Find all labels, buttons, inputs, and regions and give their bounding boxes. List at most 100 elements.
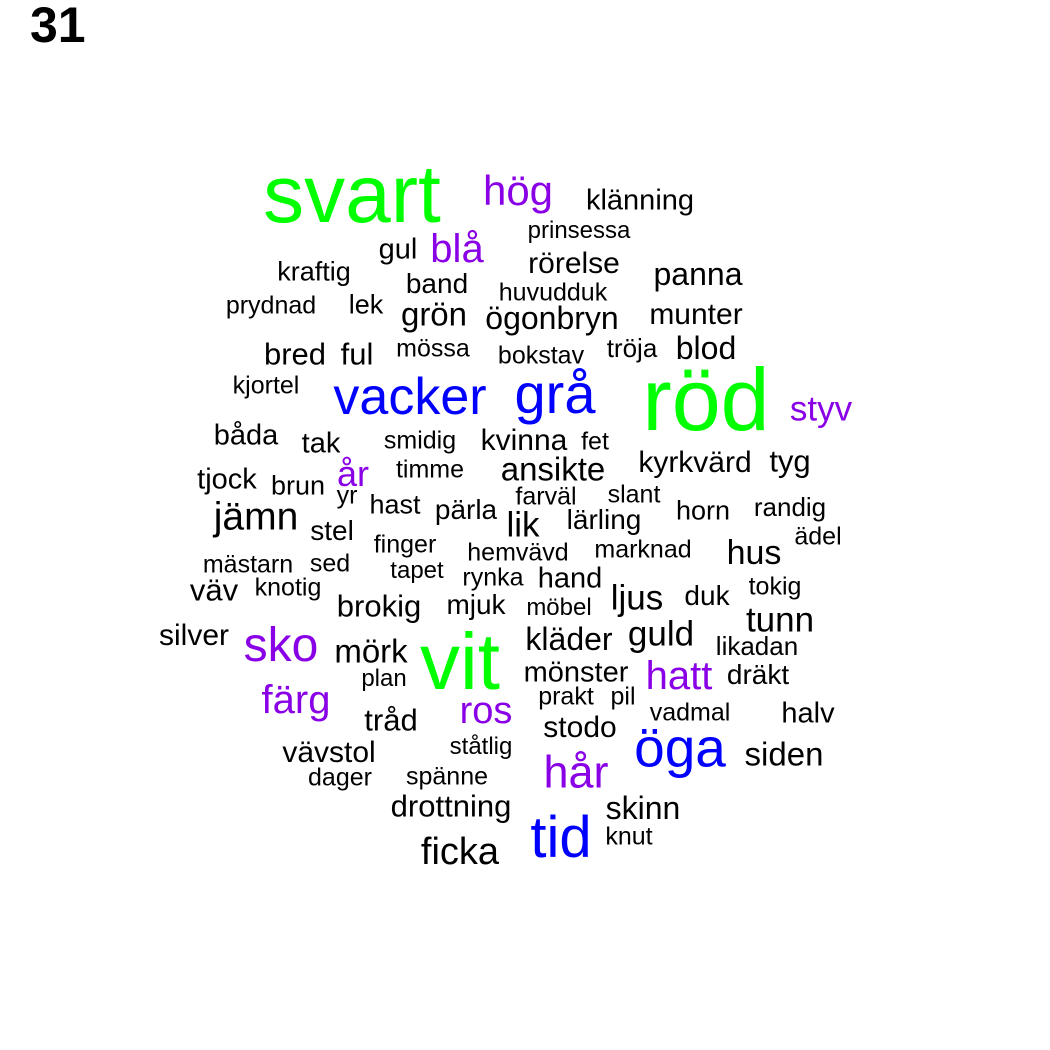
word-kyrkvard: kyrkvärd: [638, 446, 752, 479]
word-statlig: ståtlig: [449, 733, 513, 760]
word-fet: fet: [581, 427, 609, 456]
word-yr: yr: [336, 481, 358, 510]
word-oga: öga: [634, 716, 726, 779]
word-larling: lärling: [566, 504, 642, 535]
word-ogonbryn: ögonbryn: [485, 300, 619, 336]
word-plan: plan: [361, 665, 407, 692]
word-hatt: hatt: [645, 654, 713, 698]
word-klader: kläder: [525, 621, 613, 657]
word-sed: sed: [309, 549, 351, 578]
word-tak: tak: [301, 427, 341, 460]
word-brun: brun: [270, 470, 326, 501]
word-vacker: vacker: [333, 368, 487, 426]
word-duk: duk: [684, 580, 730, 611]
word-sko: sko: [243, 619, 319, 672]
word-farg: färg: [261, 678, 331, 722]
word-hast: hast: [369, 489, 421, 520]
word-mjuk: mjuk: [446, 589, 506, 620]
word-brokig: brokig: [336, 588, 422, 624]
word-tid: tid: [530, 805, 592, 870]
word-munter: munter: [649, 298, 743, 331]
word-panna: panna: [653, 256, 743, 292]
word-tunn: tunn: [745, 600, 815, 640]
word-rod: röd: [642, 350, 770, 449]
word-bred: bred: [263, 336, 327, 372]
word-adel: ädel: [794, 522, 842, 551]
word-guld: guld: [627, 614, 695, 654]
word-knotig: knotig: [254, 573, 322, 602]
word-prydnad: prydnad: [225, 291, 317, 320]
word-ful: ful: [340, 336, 374, 372]
word-stel: stel: [310, 515, 354, 546]
word-parla: pärla: [434, 494, 498, 525]
word-rynka: rynka: [462, 563, 524, 592]
word-kjortel: kjortel: [232, 371, 300, 400]
word-drakt: dräkt: [726, 659, 790, 690]
word-jamn: jämn: [213, 495, 299, 539]
word-knut: knut: [605, 822, 653, 851]
word-horn: horn: [675, 495, 731, 526]
word-monster: mönster: [523, 656, 629, 689]
word-vav: väv: [189, 572, 239, 608]
word-tyg: tyg: [769, 443, 811, 479]
word-stodo: stodo: [543, 711, 617, 744]
word-klanning: klänning: [585, 184, 695, 217]
word-bada: båda: [213, 419, 279, 452]
word-tapet: tapet: [390, 557, 444, 584]
word-troja: tröja: [606, 333, 658, 363]
word-bokstav: bokstav: [497, 341, 585, 370]
word-tjock: tjock: [197, 463, 257, 496]
word-rorelse: rörelse: [528, 247, 620, 280]
word-slant: slant: [607, 480, 661, 509]
word-hus: hus: [726, 534, 782, 572]
word-silver: silver: [158, 619, 230, 652]
word-band: band: [405, 268, 469, 299]
word-lek: lek: [348, 289, 384, 320]
word-svart: svart: [263, 149, 441, 240]
word-vit: vit: [420, 617, 500, 706]
word-mastarn: mästarn: [202, 550, 294, 579]
word-drottning: drottning: [390, 788, 512, 824]
word-marknad: marknad: [594, 535, 692, 564]
word-farval: farväl: [515, 482, 577, 511]
word-skinn: skinn: [605, 790, 681, 826]
page-number: 31: [30, 0, 86, 53]
word-vavstol: vävstol: [282, 736, 376, 769]
word-huvudduk: huvudduk: [498, 278, 608, 307]
word-tokig: tokig: [748, 572, 802, 601]
word-gra: grå: [514, 362, 596, 425]
word-ljus: ljus: [610, 578, 664, 618]
word-styv: styv: [789, 389, 853, 429]
word-lik: lik: [506, 505, 540, 545]
word-hemvavd: hemvävd: [467, 538, 569, 567]
word-mork: mörk: [334, 632, 408, 670]
word-prinsessa: prinsessa: [527, 217, 631, 244]
word-timme: timme: [395, 455, 465, 484]
word-ansikte: ansikte: [500, 450, 606, 488]
word-mossa: mössa: [396, 334, 470, 363]
word-hog: hög: [482, 167, 554, 214]
word-halv: halv: [781, 697, 835, 730]
word-bla: blå: [430, 227, 484, 271]
word-finger: finger: [373, 530, 437, 559]
word-mobel: möbel: [526, 594, 592, 621]
word-spanne: spänne: [405, 762, 489, 791]
word-vadmal: vadmal: [649, 698, 731, 727]
word-hand: hand: [537, 562, 603, 595]
word-kvinna: kvinna: [480, 424, 568, 457]
word-blod: blod: [675, 330, 737, 366]
word-ar: år: [336, 453, 370, 494]
word-ficka: ficka: [420, 831, 500, 873]
word-pil: pil: [610, 682, 636, 711]
word-gron: grön: [400, 295, 468, 333]
word-siden: siden: [744, 735, 824, 773]
word-randig: randig: [753, 492, 827, 522]
word-smidig: smidig: [383, 426, 457, 455]
word-gul: gul: [378, 233, 418, 266]
word-kraftig: kraftig: [277, 256, 351, 287]
word-prakt: prakt: [538, 682, 594, 711]
word-har: hår: [543, 746, 609, 798]
word-ros: ros: [459, 690, 513, 732]
word-dager: dager: [308, 763, 372, 792]
